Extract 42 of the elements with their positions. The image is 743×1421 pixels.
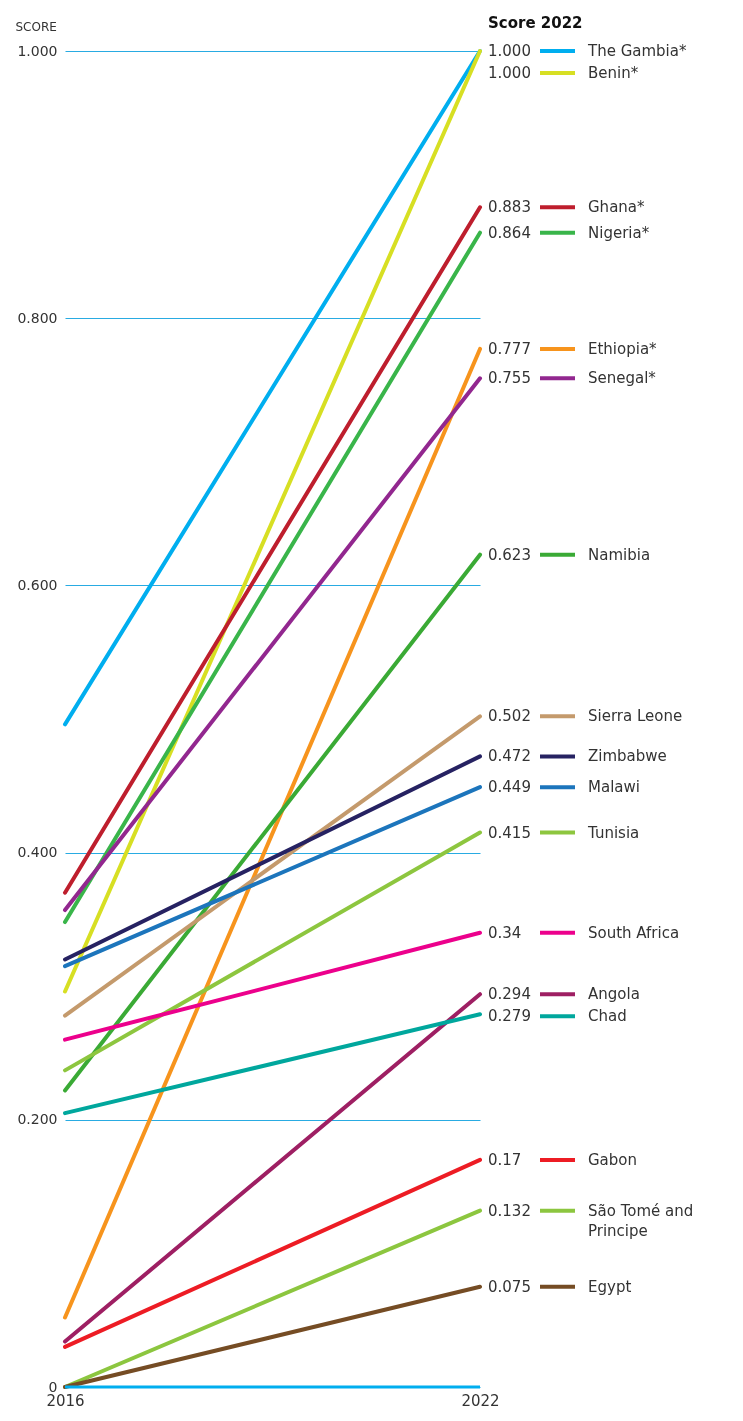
legend-label: Angola [588,985,640,1004]
data-label: 1.000 [488,42,531,60]
legend-label: Gabon [588,1150,638,1169]
y-tick-label: 0.200 [17,1111,58,1128]
legend-label: Namibia [588,545,651,564]
y-tick-label: 1.000 [17,42,58,59]
legend-label: Zimbabwe [588,747,667,766]
legend-label: The Gambia* [587,42,687,60]
data-label: 0.132 [488,1201,531,1220]
y-axis-title: SCORE [15,19,57,34]
data-label: 0.075 [488,1277,531,1296]
y-tick-label: 0.400 [17,844,58,861]
data-label: 0.34 [488,923,522,942]
y-tick-label: 0.800 [17,309,58,326]
legend-label: Nigeria* [588,223,650,242]
y-tick-label: 0.600 [17,576,58,593]
legend-label: Tunisia [587,823,640,842]
legend-label: Senegal* [588,369,657,388]
data-label: 0.415 [488,823,531,842]
data-label: 0.883 [488,198,531,217]
legend-label: Sierra Leone [588,707,683,726]
data-label: 0.623 [488,545,531,564]
data-label: 0.17 [488,1150,522,1169]
legend-label: Ethiopia* [588,339,658,358]
data-label: 0.279 [488,1007,531,1026]
legend-label: São Tomé and Principe [588,1201,694,1240]
legend-label: Egypt [588,1277,632,1296]
data-label: 0.777 [488,339,531,358]
data-label: 0.755 [488,369,531,388]
data-label: 0.472 [488,747,531,766]
legend-label: Chad [588,1007,627,1026]
legend-label: Malawi [588,778,640,797]
data-label: 0.864 [488,223,531,242]
data-label: 1.000 [488,64,531,82]
legend-label: Ghana* [588,198,646,217]
data-label: 0.294 [488,985,531,1004]
legend-label: Benin* [588,64,639,82]
x-tick-label: 2022 [461,1391,500,1410]
data-label: 0.449 [488,778,531,797]
legend-label: South Africa [588,923,680,942]
legend-title: Score 2022 [488,14,583,32]
data-label: 0.502 [488,707,531,726]
